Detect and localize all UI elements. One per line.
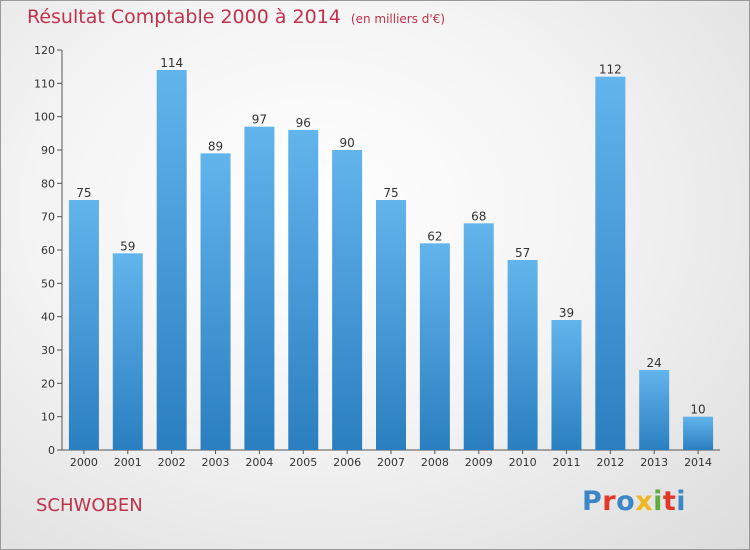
bar-2014	[683, 416, 714, 450]
value-label-2008: 62	[427, 229, 442, 243]
value-label-2013: 24	[647, 356, 662, 370]
x-tick-label-2008: 2008	[421, 456, 449, 469]
bar-2005	[288, 130, 319, 450]
value-label-2011: 39	[559, 306, 574, 320]
y-tick-label: 120	[34, 44, 55, 57]
value-label-2014: 10	[690, 403, 705, 417]
value-label-2005: 96	[296, 116, 311, 130]
y-tick-label: 110	[34, 77, 55, 90]
chart-title-block: Résultat Comptable 2000 à 2014 (en millie…	[27, 6, 445, 28]
bar-2006	[332, 150, 363, 450]
x-tick-label-2000: 2000	[70, 456, 98, 469]
value-label-2002: 114	[160, 56, 183, 70]
y-tick-label: 0	[48, 444, 55, 457]
value-label-2009: 68	[471, 209, 486, 223]
y-tick-label: 80	[41, 177, 55, 190]
value-label-2003: 89	[208, 139, 223, 153]
logo-letter: r	[602, 486, 617, 517]
x-tick-label-2005: 2005	[289, 456, 317, 469]
value-label-2000: 75	[76, 186, 91, 200]
x-tick-label-2006: 2006	[333, 456, 361, 469]
logo-letter: i	[676, 486, 687, 517]
y-tick-label: 10	[41, 411, 55, 424]
x-tick-label-2011: 2011	[552, 456, 580, 469]
chart-subtitle: (en milliers d'€)	[350, 12, 446, 26]
logo-letter: P	[582, 486, 603, 517]
proxiti-logo: Proxiti	[582, 486, 686, 517]
commune-name: SCHWOBEN	[36, 495, 143, 516]
x-tick-label-2012: 2012	[596, 456, 624, 469]
bar-2001	[112, 253, 143, 450]
value-label-2001: 59	[120, 239, 135, 253]
bar-2002	[156, 70, 187, 450]
bar-2004	[244, 126, 275, 451]
bar-2000	[68, 200, 99, 450]
bar-2009	[463, 223, 494, 450]
value-label-2006: 90	[339, 136, 354, 150]
y-tick-label: 60	[41, 244, 55, 257]
logo-letter: o	[616, 486, 636, 517]
bar-2007	[376, 200, 406, 450]
value-label-2004: 97	[252, 113, 267, 127]
x-tick-label-2003: 2003	[202, 456, 230, 469]
logo-letter: x	[635, 486, 654, 517]
value-label-2007: 75	[383, 186, 398, 200]
x-tick-label-2004: 2004	[245, 456, 273, 469]
bar-2010	[507, 260, 538, 450]
logo-letter: t	[662, 486, 677, 517]
x-tick-label-2009: 2009	[465, 456, 493, 469]
chart-title: Résultat Comptable 2000 à 2014	[27, 6, 341, 28]
y-tick-label: 70	[41, 211, 55, 224]
value-label-2010: 57	[515, 246, 530, 260]
y-tick-label: 20	[41, 377, 55, 390]
bar-2008	[419, 243, 450, 450]
x-tick-label-2014: 2014	[684, 456, 712, 469]
x-tick-label-2010: 2010	[509, 456, 537, 469]
logo-letter: i	[653, 486, 663, 517]
x-tick-label-2002: 2002	[158, 456, 186, 469]
y-tick-label: 30	[41, 344, 55, 357]
y-tick-label: 40	[41, 311, 55, 324]
bar-2003	[200, 153, 231, 451]
y-tick-label: 90	[41, 144, 55, 157]
bar-2012	[595, 76, 626, 451]
x-tick-label-2013: 2013	[640, 456, 668, 469]
x-tick-label-2001: 2001	[114, 456, 142, 469]
y-tick-label: 50	[41, 277, 55, 290]
y-tick-label: 100	[34, 111, 55, 124]
x-tick-label-2007: 2007	[377, 456, 405, 469]
value-label-2012: 112	[599, 63, 622, 77]
bar-2013	[639, 370, 670, 450]
bar-2011	[551, 320, 582, 450]
